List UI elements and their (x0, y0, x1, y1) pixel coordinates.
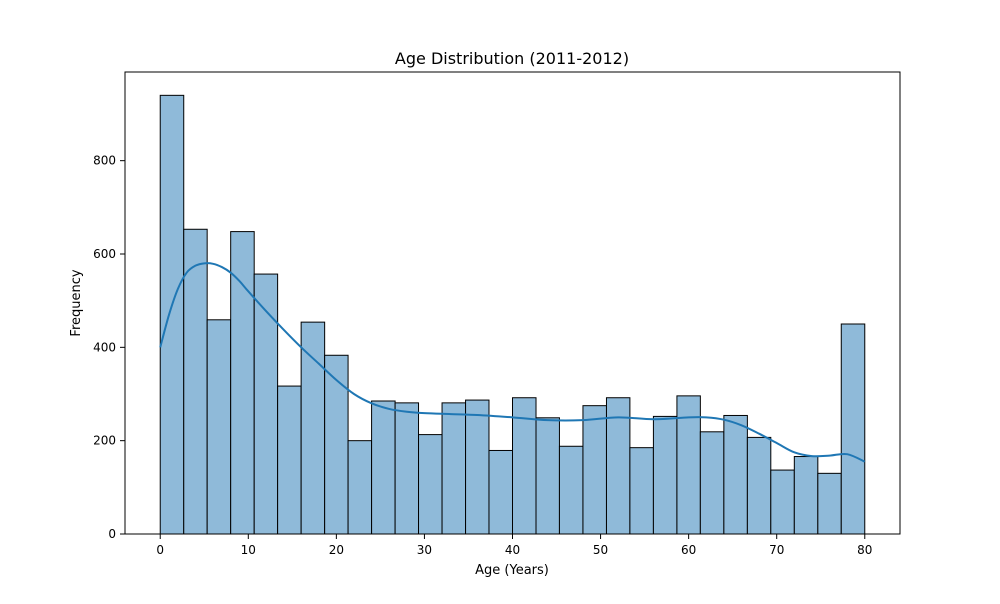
histogram-bar (582, 405, 607, 535)
y-axis: 0 200 400 600 800 (93, 154, 125, 541)
histogram-bars (159, 94, 866, 535)
kde-curve (159, 262, 866, 463)
histogram-bar (418, 434, 443, 535)
histogram-bar (441, 402, 467, 535)
x-tick-label: 20 (329, 543, 344, 557)
x-axis: 0 10 20 30 40 50 60 70 80 (156, 534, 872, 557)
y-tick-label: 600 (93, 247, 116, 261)
x-tick-label: 30 (417, 543, 432, 557)
x-tick-label: 50 (593, 543, 608, 557)
x-tick-label: 40 (505, 543, 520, 557)
histogram-bar (300, 321, 326, 535)
histogram-bar (347, 440, 373, 535)
y-tick-label: 400 (93, 340, 116, 354)
histogram-bar (465, 399, 490, 535)
histogram-bar (253, 273, 279, 535)
x-tick-label: 60 (681, 543, 696, 557)
y-axis-label: Frequency (69, 269, 84, 336)
y-tick-label: 0 (108, 527, 116, 541)
histogram-bar (394, 402, 420, 535)
histogram-bar (652, 415, 678, 535)
x-tick-label: 10 (241, 543, 256, 557)
histogram-bar (206, 319, 232, 535)
histogram-bar (159, 94, 185, 535)
histogram-bar (324, 354, 349, 535)
histogram-bar (488, 449, 514, 535)
histogram-bar (723, 414, 748, 535)
chart-title: Age Distribution (2011-2012) (395, 49, 629, 68)
x-axis-label: Age (Years) (475, 563, 549, 578)
histogram-bar (770, 469, 795, 535)
x-tick-label: 0 (156, 543, 164, 557)
histogram-bar (699, 431, 725, 535)
histogram-bar (277, 385, 302, 535)
histogram-bar (629, 447, 654, 535)
histogram-bar (793, 456, 819, 535)
histogram-bar (840, 323, 866, 535)
histogram-bar (817, 472, 842, 535)
histogram-bar (183, 228, 208, 535)
histogram-bar (746, 436, 772, 535)
histogram-bar (558, 445, 584, 535)
y-tick-label: 200 (93, 434, 116, 448)
x-tick-label: 80 (857, 543, 872, 557)
histogram-bar (535, 417, 560, 535)
histogram-bar (371, 400, 396, 535)
x-tick-label: 70 (769, 543, 784, 557)
y-tick-label: 800 (93, 154, 116, 168)
